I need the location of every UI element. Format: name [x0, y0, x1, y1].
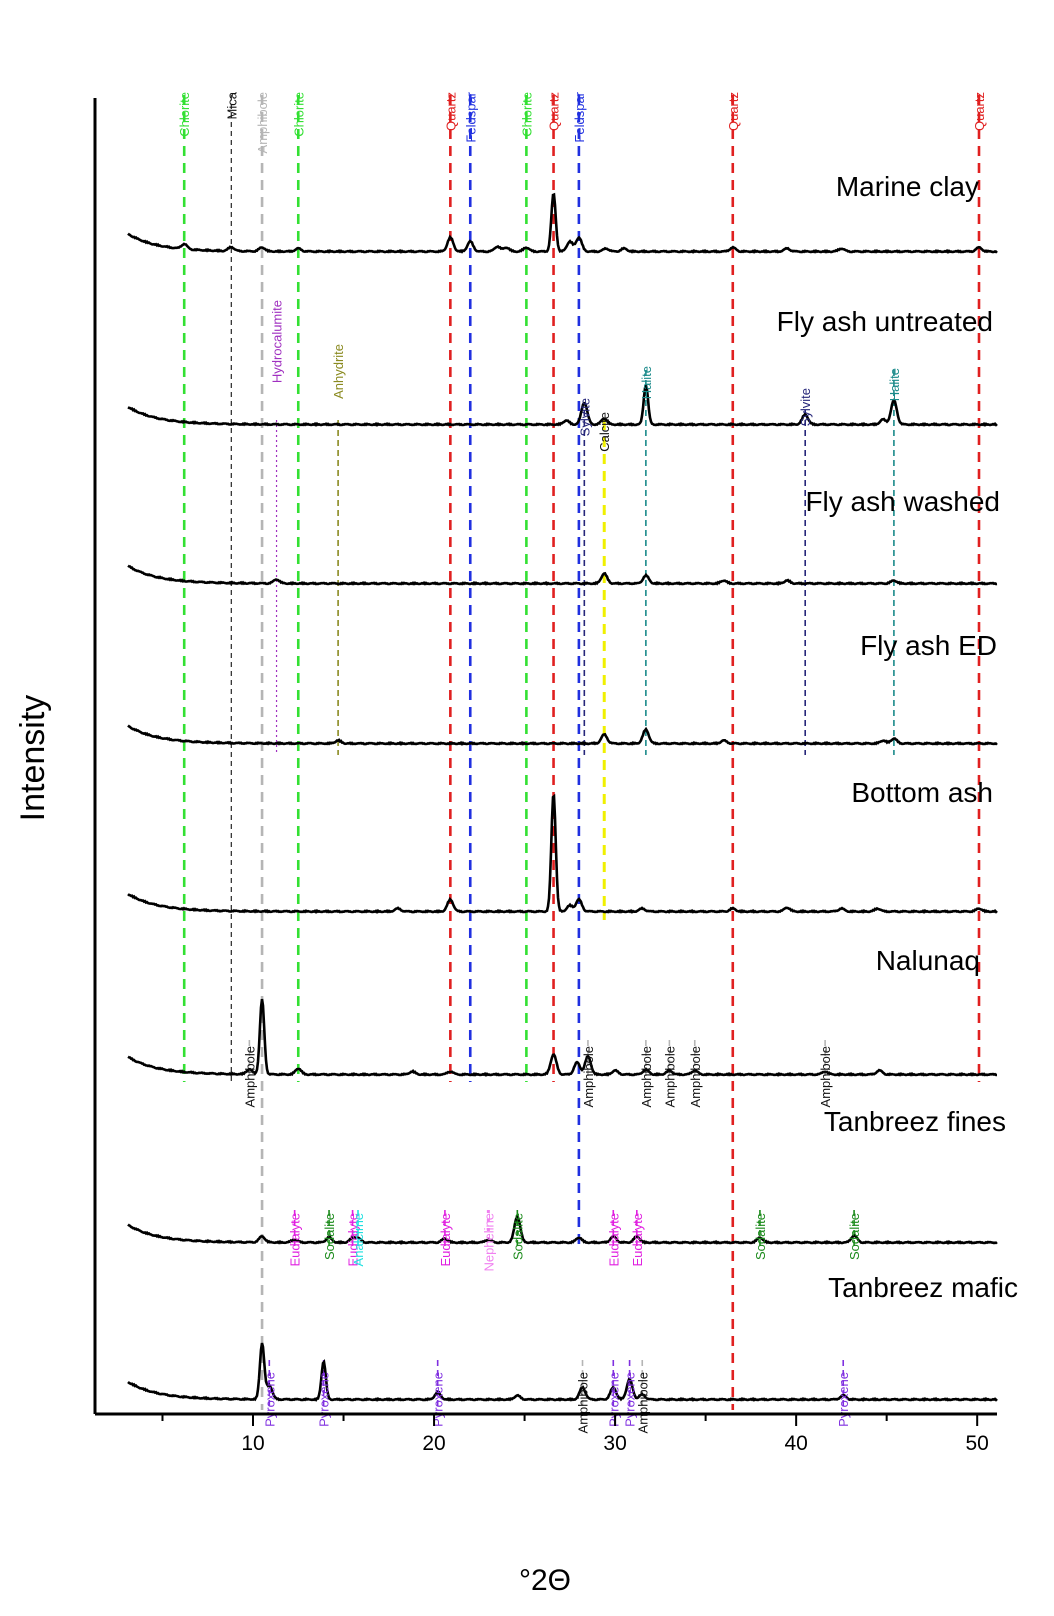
y-axis-title: Intensity	[14, 695, 52, 822]
label-amphibole: Amphibole	[688, 1046, 703, 1107]
x-tick-label: 40	[784, 1432, 807, 1455]
label-eudialyte: Eudialyte	[288, 1213, 303, 1266]
x-axis-title: °2Θ	[519, 1564, 571, 1597]
label-chlorite: Chlorite	[177, 92, 192, 137]
annotation-labels: Chlorite Mica Amphibole Chlorite Quartz Felds…	[177, 91, 1018, 1433]
label-amphibole: Amphibole	[581, 1046, 596, 1107]
label-amphibole: Amphibole	[635, 1372, 650, 1433]
label-hydrocalumite: Hydrocalumite	[270, 300, 285, 383]
label-halite: Halite	[887, 368, 902, 401]
label-eudialyte: Eudialyte	[606, 1213, 621, 1266]
label-chlorite: Chlorite	[291, 92, 306, 137]
label-chlorite: Chlorite	[519, 92, 534, 137]
label-sylvite: Sylvite	[577, 398, 592, 436]
x-tick-label: 30	[603, 1432, 626, 1455]
x-tick-label: 10	[241, 1432, 264, 1455]
label-quartz: Quartz	[443, 92, 458, 131]
reference-lines	[182, 95, 981, 1410]
label-sodalite: Sodalite	[322, 1213, 337, 1260]
label-amphibole: Amphibole	[576, 1372, 591, 1433]
series-fly-ash-ed	[127, 724, 998, 746]
label-mica: Mica	[224, 91, 239, 119]
sample-label-marine-clay: Marine clay	[836, 171, 979, 202]
label-sodalite: Sodalite	[753, 1213, 768, 1260]
x-tick-label: 20	[422, 1432, 445, 1455]
series-fly-ash-washed	[127, 564, 998, 586]
xrd-series	[127, 192, 998, 1402]
axes	[93, 98, 997, 1416]
label-amphibole: Amphibole	[242, 1046, 257, 1107]
series-tanbreez-fines	[127, 1215, 998, 1245]
sample-label-fly-ash-untreated: Fly ash untreated	[777, 306, 993, 337]
label-halite: Halite	[639, 366, 654, 399]
label-pyroxene: Pyroxene	[262, 1372, 277, 1427]
label-pyroxene: Pyroxene	[317, 1372, 332, 1427]
label-pyroxene: Pyroxene	[431, 1372, 446, 1427]
label-amphibole: Amphibole	[818, 1046, 833, 1107]
label-amphibole: Amphibole	[639, 1046, 654, 1107]
label-pyroxene: Pyroxene	[836, 1372, 851, 1427]
sample-label-nalunaq: Nalunaq	[876, 945, 980, 976]
sample-label-fly-ash-ed: Fly ash ED	[860, 630, 997, 661]
label-pyroxene: Pyroxene	[606, 1372, 621, 1427]
series-marine-clay	[127, 192, 998, 254]
label-amphibole: Amphibole	[255, 92, 270, 153]
label-calcite: Calcite	[597, 412, 612, 452]
sample-label-tanbreez-fines: Tanbreez fines	[824, 1106, 1006, 1137]
label-anhydrite: Anhydrite	[331, 344, 346, 399]
series-tanbreez-mafic	[127, 1342, 998, 1402]
x-tick-label: 50	[966, 1432, 989, 1455]
series-nalunaq	[127, 998, 997, 1077]
label-feldspar: Feldspar	[463, 91, 478, 142]
label-eudialyte: Eudialyte	[346, 1213, 361, 1266]
label-quartz: Quartz	[547, 92, 562, 131]
label-eudialyte: Eudialyte	[630, 1213, 645, 1266]
series-fly-ash-untreated	[127, 384, 998, 428]
sample-label-bottom-ash: Bottom ash	[851, 777, 993, 808]
sample-label-tanbreez-mafic: Tanbreez mafic	[828, 1272, 1018, 1303]
sample-label-fly-ash-washed: Fly ash washed	[805, 486, 1000, 517]
label-analcime: Analcime	[351, 1213, 366, 1266]
label-nepheline: Nepheline	[481, 1213, 496, 1272]
label-sylvite: Sylvite	[798, 388, 813, 426]
label-feldspar: Feldspar	[572, 91, 587, 142]
x-ticks: 10 20 30 40 50	[161, 1414, 989, 1455]
label-sodalite: Sodalite	[510, 1213, 525, 1260]
label-sodalite: Sodalite	[847, 1213, 862, 1260]
label-amphibole: Amphibole	[662, 1046, 677, 1107]
label-quartz: Quartz	[972, 92, 987, 131]
label-eudialyte: Eudialyte	[438, 1213, 453, 1266]
series-bottom-ash	[127, 793, 998, 914]
label-quartz: Quartz	[726, 92, 741, 131]
